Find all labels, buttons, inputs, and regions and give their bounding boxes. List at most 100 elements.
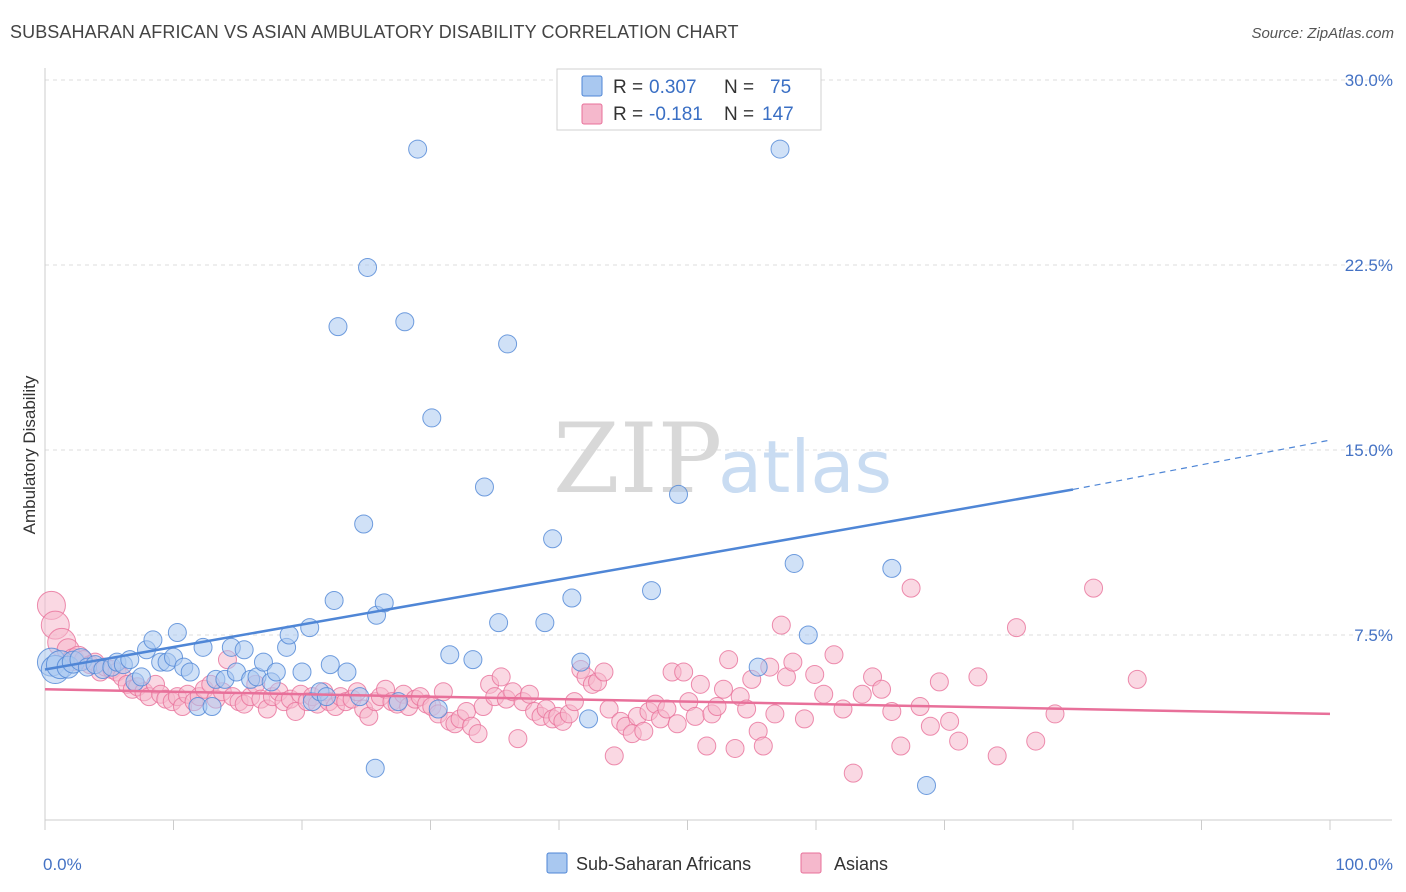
sub-saharan-point-30	[234, 640, 254, 660]
sub-saharan-point-42	[316, 687, 336, 707]
sub-saharan-point-54	[395, 312, 415, 332]
trend-line-1	[44, 688, 1331, 716]
sub-saharan-point-65	[562, 588, 582, 608]
asian-point-141	[882, 701, 902, 721]
trend-lines	[44, 439, 1331, 716]
trend-line-0	[44, 488, 1074, 671]
bottom-legend-label-2: Asians	[834, 854, 888, 874]
grid-lines	[45, 79, 1392, 636]
asian-point-83	[508, 729, 528, 749]
bottom-legend-swatch-blue	[546, 852, 568, 874]
asian-point-140	[872, 679, 892, 699]
sub-saharan-point-43	[320, 655, 340, 675]
asian-point-142	[891, 736, 911, 756]
asian-point-98	[594, 662, 614, 682]
asian-point-129	[771, 615, 791, 635]
sub-saharan-point-63	[535, 613, 555, 633]
asian-point-132	[794, 709, 814, 729]
asian-point-134	[814, 684, 834, 704]
sub-saharan-point-45	[328, 317, 348, 337]
asian-point-135	[824, 645, 844, 665]
sub-saharan-point-20	[167, 623, 187, 643]
asian-point-119	[713, 679, 733, 699]
asian-point-154	[1084, 578, 1104, 598]
sub-saharan-point-71	[770, 139, 790, 159]
watermark-zip: ZIP	[553, 403, 722, 515]
sub-saharan-point-52	[374, 593, 394, 613]
asian-point-93	[564, 692, 584, 712]
bottom-legend: Sub-Saharan Africans Asians	[546, 852, 888, 874]
y-axis-label: Ambulatory Disability	[20, 375, 39, 534]
x-tick-label-1: 100.0%	[1335, 855, 1393, 874]
asian-point-116	[697, 736, 717, 756]
sub-saharan-point-60	[474, 477, 494, 497]
asian-point-131	[783, 652, 803, 672]
asian-point-146	[929, 672, 949, 692]
source-label: Source: ZipAtlas.com	[1251, 25, 1394, 42]
sub-saharan-point-72	[784, 553, 804, 573]
sub-saharan-point-68	[642, 581, 662, 601]
sub-saharan-point-66	[571, 652, 591, 672]
y-tick-label-0: 7.5%	[1354, 626, 1393, 645]
sub-saharan-points	[36, 139, 937, 795]
asian-point-85	[519, 684, 539, 704]
asian-point-128	[765, 704, 785, 724]
asian-point-105	[634, 721, 654, 741]
asian-point-126	[753, 736, 773, 756]
sub-saharan-point-67	[579, 709, 599, 729]
sub-saharan-point-50	[365, 758, 385, 778]
sub-saharan-point-64	[543, 529, 563, 549]
sub-saharan-point-22	[180, 662, 200, 682]
asian-point-118	[707, 697, 727, 717]
asian-point-123	[737, 699, 757, 719]
asian-point-149	[968, 667, 988, 687]
asian-point-114	[685, 706, 705, 726]
asian-point-76	[468, 724, 488, 744]
legend-r-label-2: R =	[613, 104, 643, 125]
asian-point-120	[719, 650, 739, 670]
axes	[44, 68, 1392, 830]
sub-saharan-point-62	[498, 334, 518, 354]
asian-point-100	[604, 746, 624, 766]
sub-saharan-point-70	[748, 657, 768, 677]
bottom-legend-label-1: Sub-Saharan Africans	[576, 854, 751, 874]
asian-point-150	[987, 746, 1007, 766]
y-tick-label-1: 15.0%	[1345, 441, 1393, 460]
asian-point-112	[674, 662, 694, 682]
asian-point-151	[1006, 618, 1026, 638]
sub-saharan-point-75	[917, 775, 937, 795]
legend-r-label-1: R =	[613, 77, 643, 98]
sub-saharan-point-61	[489, 613, 509, 633]
asian-point-138	[852, 684, 872, 704]
legend-r-value-2: -0.181	[649, 104, 703, 125]
asian-point-143	[901, 578, 921, 598]
asian-point-133	[805, 664, 825, 684]
sub-saharan-point-56	[422, 408, 442, 428]
legend-n-value-2: 147	[762, 104, 794, 125]
asian-point-155	[1127, 669, 1147, 689]
asian-point-136	[833, 699, 853, 719]
sub-saharan-point-14	[131, 667, 151, 687]
asian-point-121	[725, 738, 745, 758]
watermark: ZIP atlas	[553, 403, 892, 515]
legend-r-value-1: 0.307	[649, 77, 697, 98]
sub-saharan-point-58	[440, 645, 460, 665]
asian-point-148	[949, 731, 969, 751]
asian-point-145	[920, 716, 940, 736]
trend-line-dashed-0	[1072, 439, 1331, 491]
sub-saharan-point-38	[292, 662, 312, 682]
y-tick-label-2: 22.5%	[1345, 256, 1393, 275]
x-tick-label-0: 0.0%	[43, 855, 82, 874]
sub-saharan-point-44	[324, 590, 344, 610]
sub-saharan-point-35	[266, 662, 286, 682]
asian-point-111	[667, 714, 687, 734]
sub-saharan-point-57	[428, 699, 448, 719]
watermark-atlas: atlas	[718, 425, 892, 509]
sub-saharan-point-46	[337, 662, 357, 682]
sub-saharan-point-69	[669, 484, 689, 504]
bottom-legend-swatch-pink	[800, 852, 822, 874]
legend: R = 0.307 N = 75 R = -0.181 N = 147	[556, 68, 822, 131]
legend-swatch-pink	[581, 103, 603, 125]
legend-n-label-2: N =	[724, 104, 754, 125]
